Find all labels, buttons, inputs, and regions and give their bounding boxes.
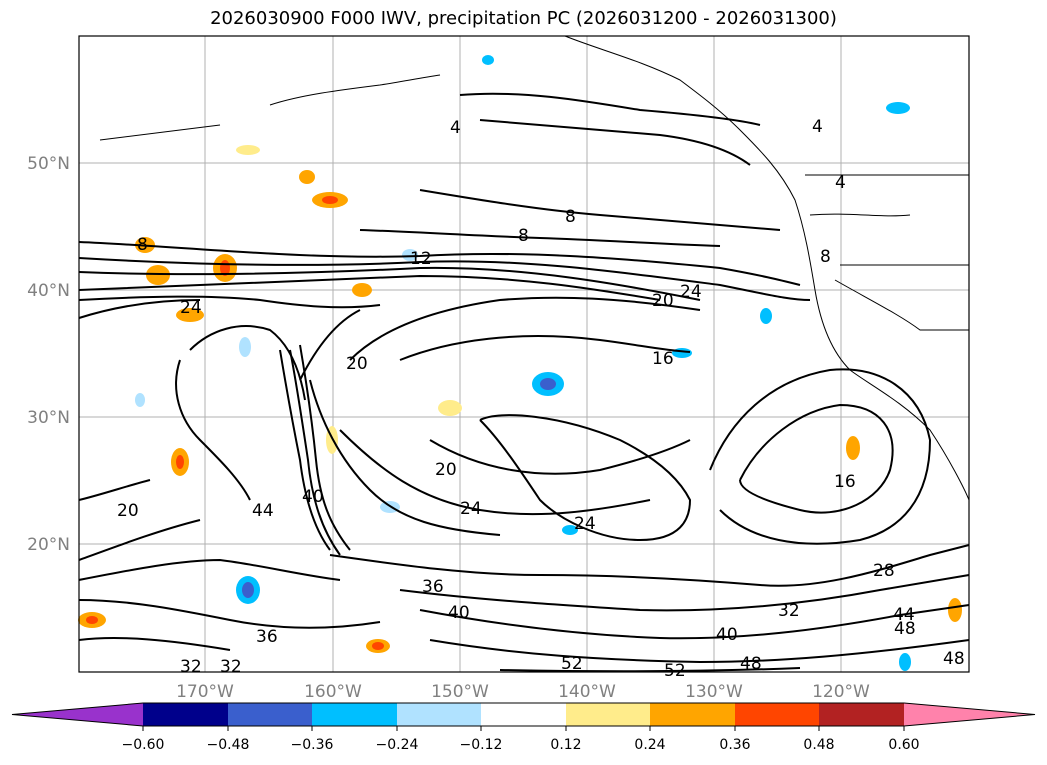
- svg-text:16: 16: [834, 472, 856, 492]
- svg-text:36: 36: [256, 627, 278, 647]
- colorbar-segment: [735, 703, 819, 726]
- lat-label: 40°N: [27, 281, 70, 301]
- svg-text:24: 24: [574, 514, 596, 534]
- lon-label: 120°W: [812, 682, 870, 702]
- svg-text:52: 52: [664, 661, 686, 681]
- svg-text:20: 20: [435, 460, 457, 480]
- svg-text:32: 32: [220, 657, 242, 677]
- colorbar-segment: [397, 703, 481, 726]
- latitude-labels: 50°N 40°N 30°N 20°N: [27, 154, 70, 555]
- svg-text:44: 44: [252, 501, 274, 521]
- svg-text:20: 20: [346, 354, 368, 374]
- colorbar-tick: 0.24: [634, 737, 665, 753]
- svg-text:32: 32: [180, 657, 202, 677]
- colorbar-tick: 0.36: [719, 737, 750, 753]
- svg-text:44: 44: [893, 605, 915, 625]
- lon-label: 170°W: [176, 682, 234, 702]
- svg-text:24: 24: [180, 298, 202, 318]
- colorbar-tick: −0.24: [376, 737, 419, 753]
- svg-text:24: 24: [680, 282, 702, 302]
- lat-label: 30°N: [27, 408, 70, 428]
- map-frame: [78, 35, 970, 673]
- svg-text:8: 8: [137, 235, 148, 255]
- colorbar-segment: [143, 703, 228, 726]
- iwv-contours: [78, 92, 970, 673]
- svg-text:48: 48: [740, 654, 762, 674]
- svg-text:4: 4: [812, 117, 823, 137]
- svg-text:48: 48: [894, 619, 916, 639]
- coastlines: [99, 35, 970, 501]
- colorbar-segment: [819, 703, 904, 726]
- colorbar-segment: [650, 703, 735, 726]
- svg-text:16: 16: [652, 349, 674, 369]
- svg-text:40: 40: [302, 487, 324, 507]
- svg-text:8: 8: [820, 247, 831, 267]
- longitude-labels: 170°W 160°W 150°W 140°W 130°W 120°W: [176, 682, 870, 702]
- svg-text:28: 28: [873, 561, 895, 581]
- colorbar-segment: [312, 703, 397, 726]
- svg-text:40: 40: [716, 625, 738, 645]
- colorbar-tick: 0.60: [888, 737, 919, 753]
- colorbar-segment: [228, 703, 312, 726]
- svg-text:12: 12: [410, 249, 432, 269]
- svg-text:36: 36: [422, 577, 444, 597]
- lon-label: 150°W: [431, 682, 489, 702]
- svg-text:40: 40: [448, 603, 470, 623]
- svg-text:4: 4: [450, 118, 461, 138]
- colorbar-segment: [566, 703, 650, 726]
- lon-label: 160°W: [304, 682, 362, 702]
- colorbar-tick: −0.36: [291, 737, 334, 753]
- colorbar-tick: −0.48: [207, 737, 250, 753]
- svg-text:8: 8: [518, 226, 529, 246]
- svg-text:20: 20: [652, 291, 674, 311]
- lon-label: 130°W: [685, 682, 743, 702]
- contour-labels: 4 4 8 8 12 20 24 24 20 16 20 24 24 20 16…: [117, 117, 965, 681]
- svg-text:48: 48: [943, 649, 965, 669]
- colorbar-tick: −0.12: [460, 737, 503, 753]
- map-panel: [79, 36, 969, 672]
- lat-label: 20°N: [27, 535, 70, 555]
- svg-text:20: 20: [117, 501, 139, 521]
- map-title: 2026030900 F000 IWV, precipitation PC (2…: [210, 8, 837, 29]
- colorbar: −0.60 −0.48 −0.36 −0.24 −0.12 0.12 0.24 …: [11, 702, 1036, 753]
- colorbar-tick: 0.48: [803, 737, 834, 753]
- svg-text:52: 52: [561, 654, 583, 674]
- colorbar-right-extend: [904, 703, 1035, 726]
- colorbar-tick: −0.60: [122, 737, 165, 753]
- svg-text:4: 4: [835, 173, 846, 193]
- lat-label: 50°N: [27, 154, 70, 174]
- lon-label: 140°W: [558, 682, 616, 702]
- svg-text:8: 8: [565, 207, 576, 227]
- colorbar-left-extend: [12, 703, 143, 726]
- colorbar-tick: 0.12: [550, 737, 581, 753]
- colorbar-segment: [481, 703, 566, 726]
- svg-text:24: 24: [460, 499, 482, 519]
- svg-text:32: 32: [778, 601, 800, 621]
